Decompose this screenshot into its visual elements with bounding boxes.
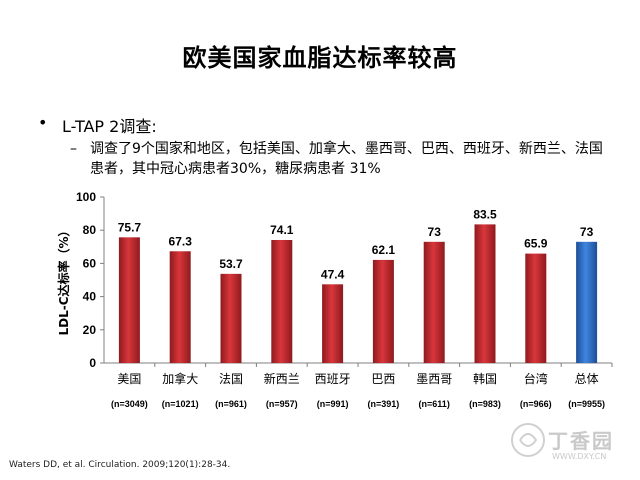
slide-title: 欧美国家血脂达标率较高 <box>182 44 458 72</box>
x-category-label: 西班牙 <box>315 372 351 386</box>
bar-4 <box>271 239 293 363</box>
bar-2 <box>169 251 191 363</box>
x-sample-size-label: (n=983) <box>469 399 501 409</box>
x-category-label: 法国 <box>219 372 243 386</box>
y-axis-label: LDL-C达标率（%） <box>56 224 71 335</box>
bar-value-label: 65.9 <box>524 237 548 251</box>
watermark-url: WWW.DXY.CN <box>552 452 607 461</box>
bar-value-label: 67.3 <box>169 234 193 248</box>
bar-1 <box>118 237 140 363</box>
x-category-label: 韩国 <box>473 371 497 386</box>
x-category-label: 台湾 <box>524 371 548 386</box>
sub-bullet-text: 调查了9个国家和地区，包括美国、加拿大、墨西哥、巴西、西班牙、新西兰、法国患者，… <box>90 141 603 177</box>
x-sample-size-label: (n=9955) <box>568 399 605 409</box>
x-sample-size-label: (n=961) <box>215 399 247 409</box>
x-sample-size-label: (n=966) <box>520 399 552 409</box>
x-category-label: 巴西 <box>371 372 395 386</box>
x-category-label: 美国 <box>117 372 141 386</box>
sub-bullet-item: – 调查了9个国家和地区，包括美国、加拿大、墨西哥、巴西、西班牙、新西兰、法国患… <box>70 139 615 179</box>
bullet-text: L-TAP 2调查: <box>62 117 157 136</box>
bar-8 <box>474 224 496 363</box>
bullet-dot-icon: • <box>38 113 48 132</box>
bar-value-label: 75.7 <box>118 220 142 234</box>
source-citation: Waters DD, et al. Circulation. 2009;120(… <box>9 460 231 470</box>
y-tick-label: 80 <box>83 223 97 237</box>
bar-value-label: 53.7 <box>219 257 243 271</box>
x-sample-size-label: (n=3049) <box>111 399 148 409</box>
bar-value-label: 83.5 <box>473 207 497 221</box>
bar-value-label: 73 <box>428 225 442 239</box>
dash-icon: – <box>70 141 77 157</box>
x-sample-size-label: (n=611) <box>419 399 450 409</box>
bullet-item: • L-TAP 2调查: <box>38 113 157 137</box>
watermark-text: 丁香园 <box>548 429 614 453</box>
x-category-label: 加拿大 <box>162 371 198 386</box>
bar-value-label: 62.1 <box>372 243 396 257</box>
bar-value-label: 73 <box>580 225 594 239</box>
x-sample-size-label: (n=957) <box>266 399 298 409</box>
bar-3 <box>220 273 242 363</box>
y-tick-label: 60 <box>83 256 97 270</box>
bar-9 <box>525 253 547 363</box>
x-category-label: 墨西哥 <box>416 372 452 386</box>
bar-10 <box>576 241 598 363</box>
x-sample-size-label: (n=1021) <box>162 399 199 409</box>
watermark-logo <box>511 423 545 457</box>
bar-value-label: 74.1 <box>270 223 294 237</box>
bar-6 <box>372 259 394 363</box>
x-category-label: 新西兰 <box>264 371 300 386</box>
bar-5 <box>322 284 344 363</box>
x-sample-size-label: (n=391) <box>368 399 400 409</box>
x-category-label: 总体 <box>575 372 599 386</box>
x-sample-size-label: (n=991) <box>317 399 349 409</box>
y-tick-label: 20 <box>83 323 97 337</box>
y-tick-label: 0 <box>89 356 96 370</box>
bar-7 <box>423 241 445 363</box>
y-tick-label: 100 <box>76 190 96 204</box>
bar-value-label: 47.4 <box>321 267 345 281</box>
y-tick-label: 40 <box>83 290 97 304</box>
